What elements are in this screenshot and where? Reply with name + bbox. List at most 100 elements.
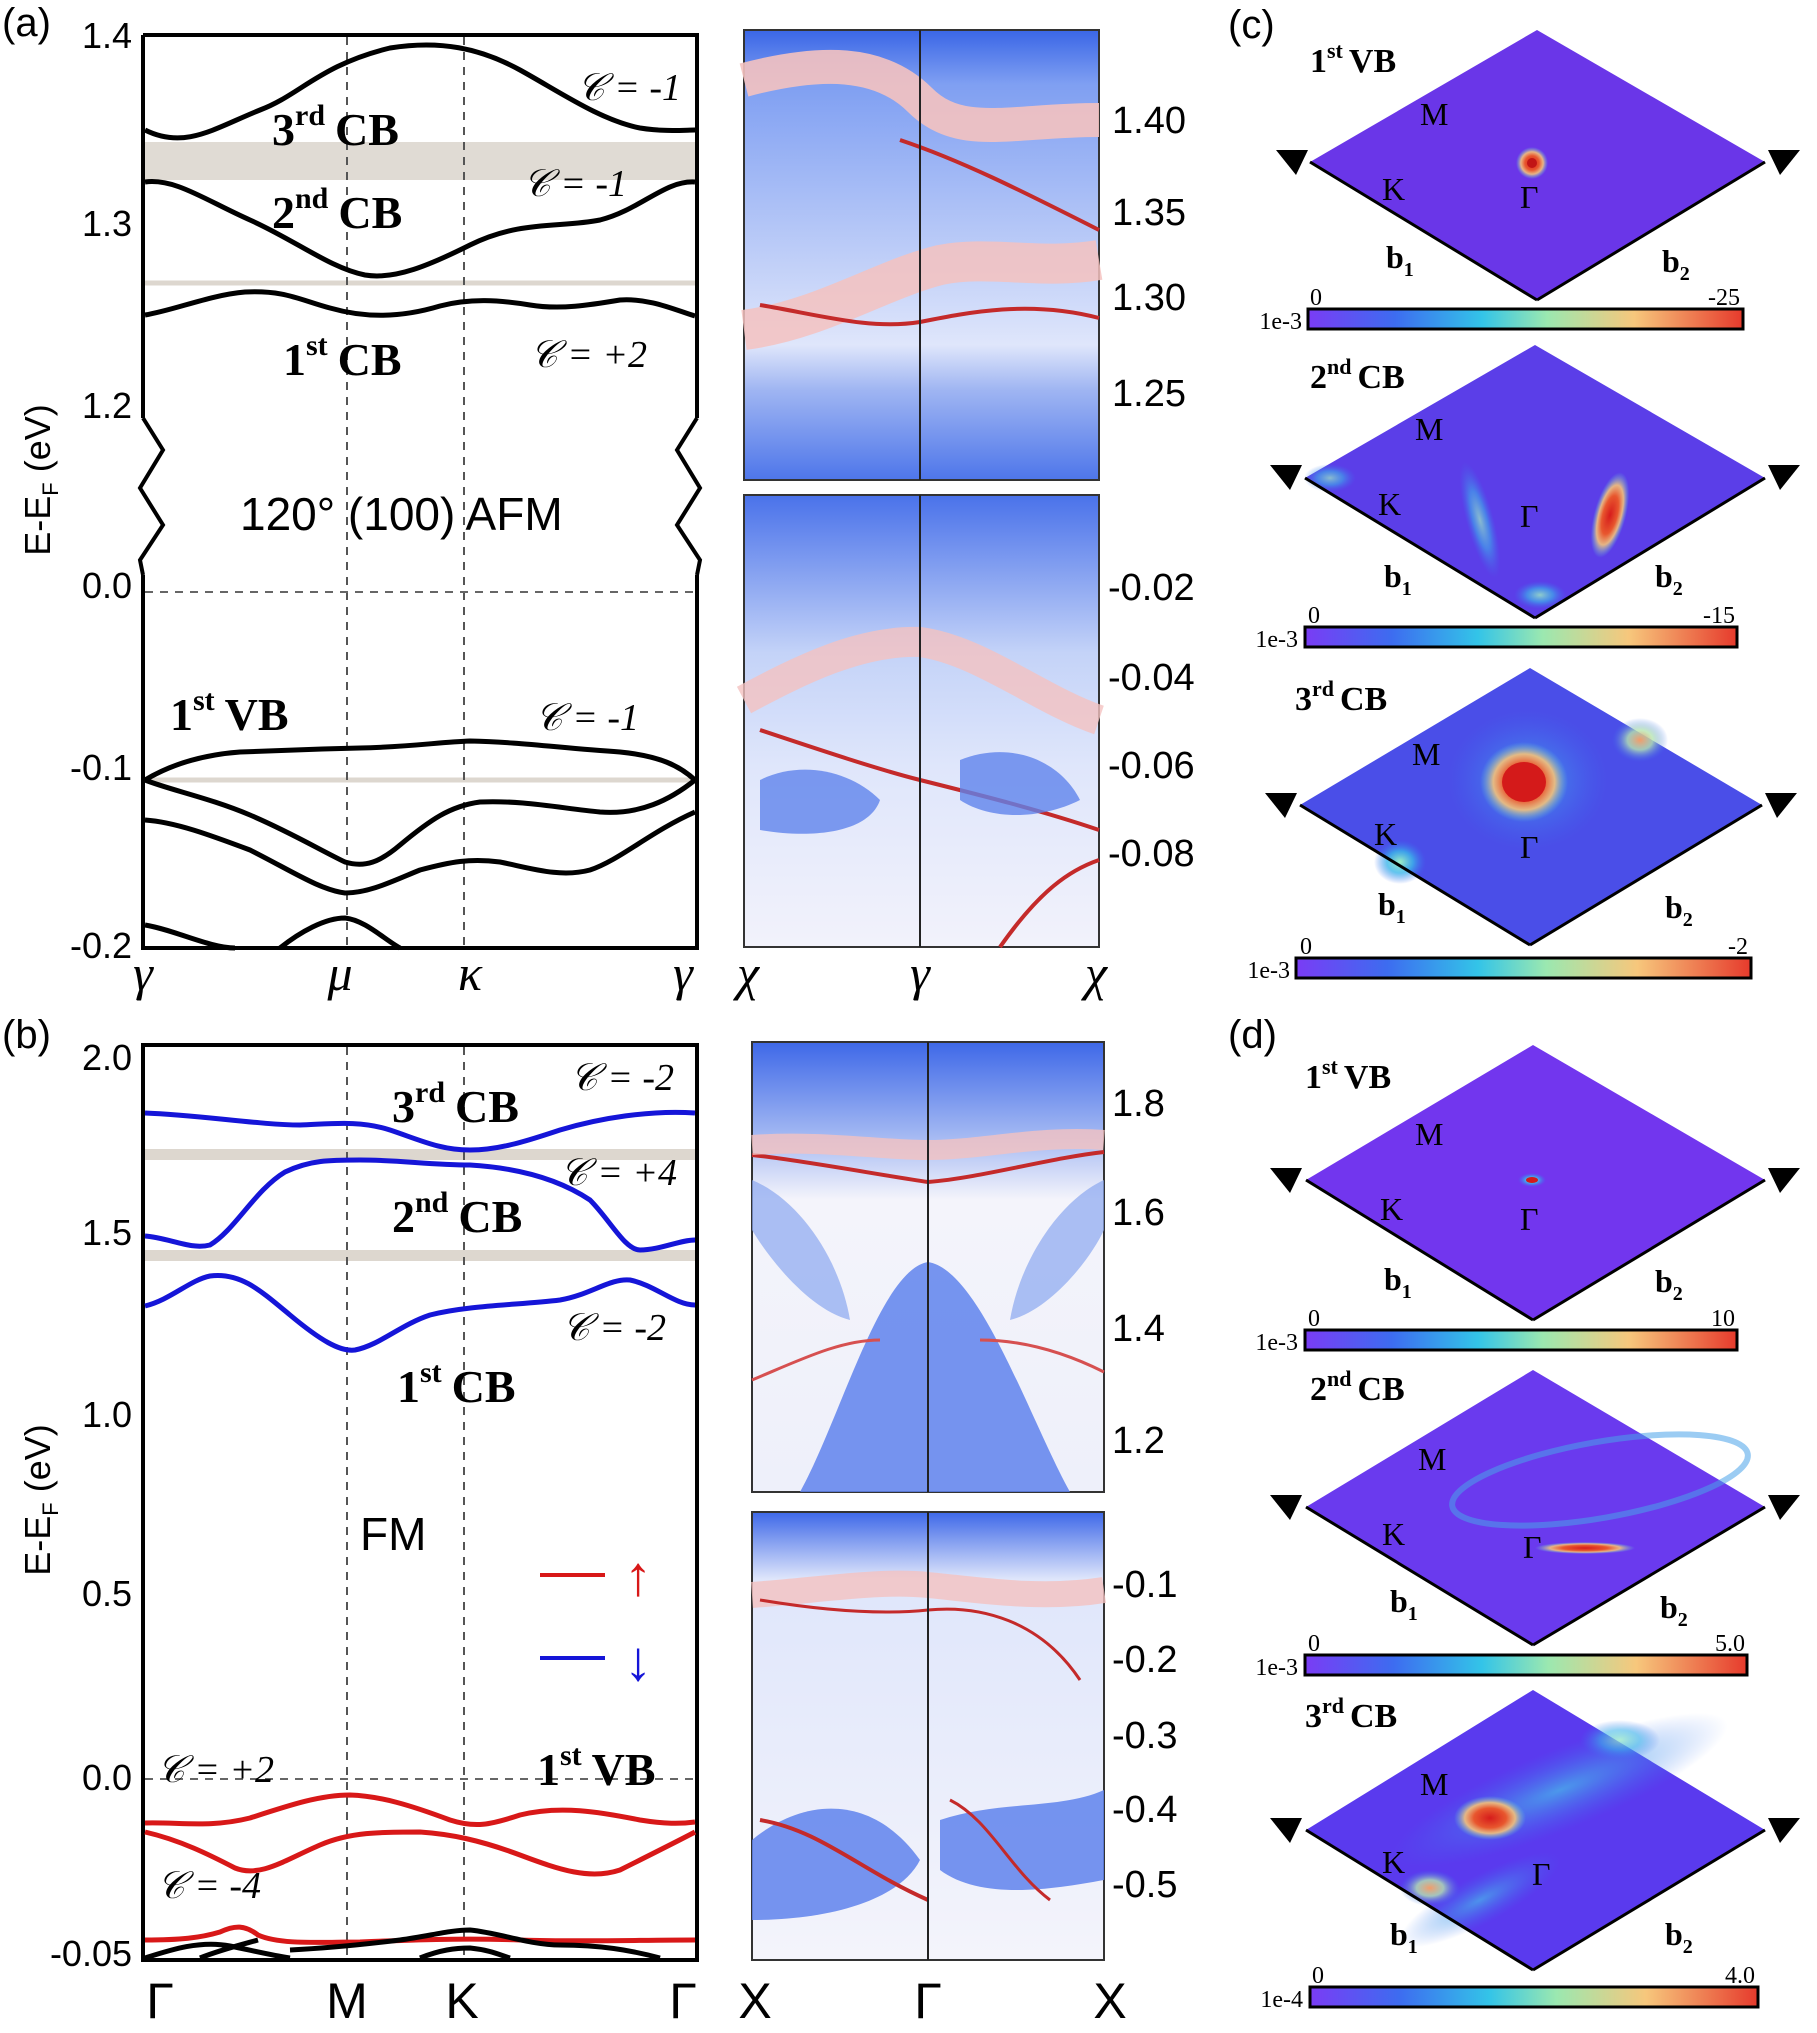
bz-label-K: K <box>1374 816 1397 852</box>
hotspot <box>1454 1796 1526 1840</box>
glow <box>1304 464 1356 492</box>
surface-ytick: -0.02 <box>1108 567 1195 609</box>
surface-ytick: -0.3 <box>1112 1715 1177 1757</box>
colorbar-scale: 1e-3 <box>1247 958 1290 984</box>
ytick: -0.05 <box>50 1933 132 1974</box>
bz-edge-b1 <box>1305 1828 1534 1972</box>
surface-ytick: 1.4 <box>1112 1308 1165 1350</box>
panel-a-yticks: 1.4 1.3 1.2 0.0 -0.1 -0.2 <box>70 15 132 966</box>
axis-frame <box>141 1043 699 1962</box>
band-label-a-1st-CB: 1st CB <box>283 329 402 385</box>
colorbar <box>1308 1985 1760 2009</box>
arrow-left-icon <box>1265 793 1297 818</box>
bz-label-b1: b1 <box>1384 558 1412 600</box>
chern-label: 𝒞 = +2 <box>157 1749 274 1791</box>
colorbar-scale: 1e-3 <box>1255 627 1298 653</box>
colorbar-min: 0 <box>1308 1631 1320 1657</box>
colorbar <box>1303 1653 1749 1677</box>
colorbar-min: 0 <box>1308 603 1320 629</box>
panel-b-label: (b) <box>2 1013 51 1057</box>
surface-ytick: -0.4 <box>1112 1789 1177 1831</box>
bz-label-Gamma: Γ <box>1520 179 1539 215</box>
surface-state <box>751 1338 1105 1382</box>
colorbar-min: 0 <box>1308 1306 1320 1332</box>
arrow-left-icon <box>1270 1168 1302 1193</box>
map-c-3: 3rd CB M K Γ b1 b2 0 -2 1e-3 <box>1247 668 1797 984</box>
surface-ytick: -0.2 <box>1112 1639 1177 1681</box>
chern-label: 𝒞 = -2 <box>570 1057 674 1099</box>
glow <box>1400 1870 1460 1906</box>
map-d-2: 2nd CB M K Γ b1 b2 0 5.0 1e-3 <box>1255 1366 1800 1681</box>
panel-a-annotation: 120° (100) AFM <box>240 488 563 540</box>
band-label-a-2nd-CB: 2nd CB <box>272 182 402 238</box>
ytick: 1.0 <box>82 1394 132 1435</box>
band-a-VB4 <box>144 915 402 951</box>
hotspot <box>1590 472 1630 558</box>
bz-label-Gamma: Γ <box>1523 1529 1542 1565</box>
arrow-left-icon <box>1270 1495 1302 1520</box>
bz-label-b2: b2 <box>1662 243 1690 285</box>
panel-a-surface-bottom: -0.02 -0.04 -0.06 -0.08 χ γ χ <box>733 494 1195 1001</box>
map-title: 2nd CB <box>1310 354 1405 396</box>
chern-label: 𝒞 = -4 <box>157 1865 261 1907</box>
bz-edge-b2 <box>1532 1505 1766 1647</box>
kpath-label: γ <box>673 945 694 1001</box>
ytick: -0.1 <box>70 747 132 788</box>
hotspot-core <box>1527 158 1537 168</box>
bz-label-b1: b1 <box>1390 1916 1418 1958</box>
bz-label-M: M <box>1420 96 1448 132</box>
chern-label: 𝒞 = -1 <box>577 67 681 109</box>
glow <box>1459 461 1501 579</box>
ytick: 2.0 <box>82 1037 132 1078</box>
map-title: 1st VB <box>1305 1054 1391 1096</box>
glow <box>1580 1720 1660 1760</box>
surface-blue-lobe <box>760 769 880 834</box>
glow <box>1449 1431 1751 1529</box>
band-label-b-1st-CB: 1st CB <box>397 1356 516 1412</box>
surface-ytick: -0.5 <box>1112 1864 1177 1906</box>
glow <box>1514 581 1566 609</box>
bz-label-b2: b2 <box>1660 1589 1688 1631</box>
bz-label-b1: b1 <box>1384 1261 1412 1303</box>
surface-ytick: -0.06 <box>1108 745 1195 787</box>
map-title: 1st VB <box>1310 38 1396 80</box>
axis-frame-upper <box>141 33 699 418</box>
colorbar-min: 0 <box>1310 285 1322 311</box>
map-d-3: 3rd CB M K Γ b1 b2 0 4.0 1e-4 <box>1260 1690 1800 2013</box>
surface-kpath-label: X <box>738 1973 771 2029</box>
surface-ytick: -0.04 <box>1108 657 1195 699</box>
arrow-right-icon <box>1768 1168 1800 1193</box>
bz-label-Gamma: Γ <box>1520 1201 1539 1237</box>
bz-edge-b2 <box>1536 160 1766 302</box>
bz-label-Gamma: Γ <box>1532 1856 1551 1892</box>
band-b-1st-CB <box>144 1272 696 1353</box>
surface-ytick: 1.30 <box>1112 277 1186 319</box>
bz-label-M: M <box>1418 1441 1446 1477</box>
surface-blue-lobe <box>960 752 1080 815</box>
bz-edge-b1 <box>1305 1178 1534 1322</box>
axis-frame-lower <box>141 575 699 950</box>
ytick: -0.2 <box>70 925 132 966</box>
surface-kpath-label: X <box>1093 1973 1126 2029</box>
kpath-label: γ <box>133 945 154 1001</box>
colorbar-scale: 1e-4 <box>1260 1987 1303 2013</box>
bz-label-b1: b1 <box>1386 239 1414 281</box>
surface-kpath-label: Γ <box>914 1973 942 2029</box>
arrow-left-icon <box>1270 465 1302 490</box>
chern-label: 𝒞 = -1 <box>523 163 627 205</box>
surface-ytick: 1.2 <box>1112 1420 1165 1462</box>
panel-a-band-plot: 1.4 1.3 1.2 0.0 -0.1 -0.2 E-EF (eV) 3rd C… <box>17 15 703 1001</box>
colorbar <box>1303 625 1739 649</box>
arrow-left-icon <box>1270 1818 1302 1843</box>
band-b-VB-black <box>144 1927 661 1961</box>
bz-label-K: K <box>1382 171 1405 207</box>
ytick: 1.3 <box>82 203 132 244</box>
map-title: 2nd CB <box>1310 1366 1405 1408</box>
glow <box>1612 718 1668 762</box>
bz-label-M: M <box>1415 411 1443 447</box>
panel-b-surface-bottom: -0.1 -0.2 -0.3 -0.4 -0.5 X Γ X <box>738 1511 1177 2029</box>
colorbar-max: 10 <box>1711 1306 1735 1332</box>
band-label-b-3rd-CB: 3rd CB <box>392 1076 519 1132</box>
surface-state <box>949 1798 1051 1902</box>
bz-edge-b2 <box>1532 1828 1766 1972</box>
